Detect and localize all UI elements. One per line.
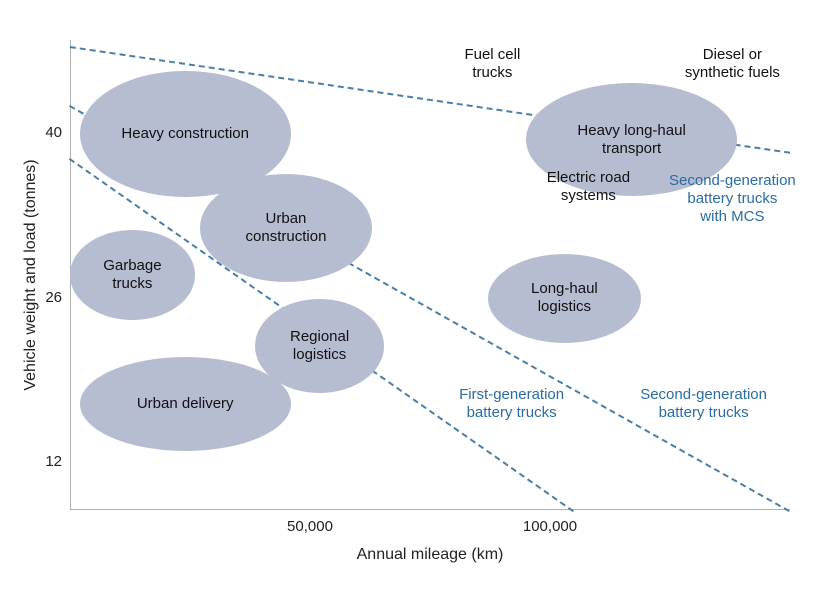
annot-gen1: First-generation battery trucks: [412, 386, 612, 422]
segment-garbage-trucks: Garbage trucks: [70, 230, 195, 319]
y-tick: 26: [22, 289, 62, 306]
annot-gen2: Second-generation battery trucks: [604, 386, 804, 422]
segment-label: Urban construction: [246, 210, 327, 246]
y-tick: 12: [22, 453, 62, 470]
segment-label: Garbage trucks: [103, 257, 161, 293]
annot-fuel-cell: Fuel cell trucks: [392, 46, 592, 82]
annot-diesel: Diesel or synthetic fuels: [632, 46, 832, 82]
segment-urban-construction: Urban construction: [200, 174, 373, 282]
x-tick: 100,000: [500, 518, 600, 535]
annot-gen2-mcs: Second-generation battery trucks with MC…: [632, 172, 832, 226]
segment-label: Long-haul logistics: [531, 280, 598, 316]
x-tick: 50,000: [260, 518, 360, 535]
y-tick: 40: [22, 124, 62, 141]
segment-label: Urban delivery: [137, 395, 234, 413]
segment-long-haul-logistics: Long-haul logistics: [488, 254, 642, 343]
x-axis-label: Annual mileage (km): [280, 545, 580, 564]
segment-label: Heavy construction: [121, 125, 249, 143]
segment-urban-delivery: Urban delivery: [80, 357, 291, 451]
y-axis-label: Vehicle weight and load (tonnes): [22, 40, 40, 510]
segment-label: Heavy long-haul transport: [577, 122, 685, 158]
vehicle-segment-chart: Vehicle weight and load (tonnes) Annual …: [0, 0, 839, 600]
segment-label: Regional logistics: [290, 328, 349, 364]
